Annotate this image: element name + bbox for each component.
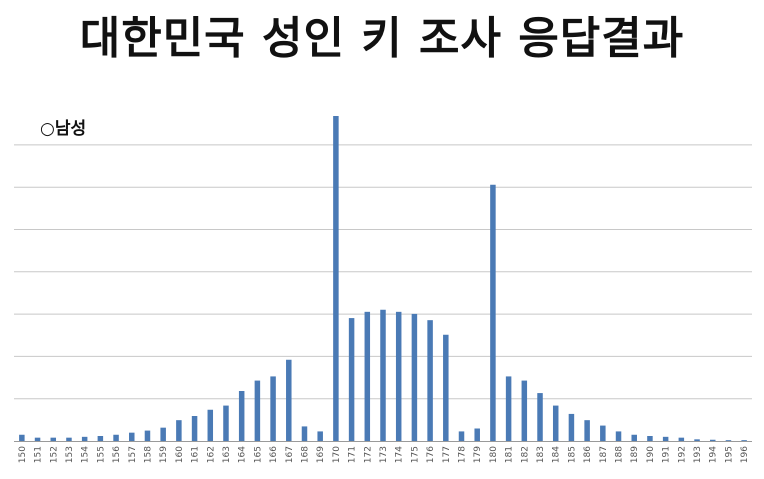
- bar-185: [568, 413, 575, 441]
- bar-152: [50, 437, 57, 441]
- bar-195: [725, 440, 732, 441]
- x-tick-label: 159: [159, 446, 169, 463]
- bar-182: [521, 380, 528, 441]
- bar-179: [474, 428, 480, 441]
- x-tick-label: 184: [552, 446, 562, 463]
- x-tick-label: 178: [458, 446, 468, 463]
- bar-193: [694, 439, 700, 441]
- x-tick-label: 151: [34, 446, 44, 463]
- bar-170: [333, 116, 339, 441]
- bar-165: [254, 380, 261, 441]
- x-tick-label: 195: [724, 446, 734, 463]
- bar-187: [600, 425, 606, 441]
- x-tick-label: 154: [81, 446, 91, 463]
- x-tick-label: 153: [65, 446, 75, 463]
- bar-186: [584, 420, 590, 441]
- bar-167: [286, 359, 292, 441]
- bar-168: [301, 426, 308, 441]
- x-tick-label: 169: [316, 446, 326, 463]
- x-tick-label: 160: [175, 446, 185, 463]
- x-tick-label: 191: [662, 446, 672, 463]
- bar-181: [505, 376, 512, 441]
- x-tick-label: 174: [395, 446, 405, 463]
- bar-171: [348, 318, 355, 441]
- x-tick-label: 168: [300, 446, 310, 463]
- bar-161: [191, 416, 198, 441]
- x-tick-label: 186: [583, 446, 593, 463]
- bar-154: [81, 436, 88, 441]
- bar-153: [66, 437, 72, 441]
- x-tick-label: 183: [536, 446, 546, 463]
- bar-174: [395, 311, 402, 441]
- bar-178: [458, 431, 465, 441]
- x-tick-label: 182: [520, 446, 530, 463]
- x-tick-label: 171: [348, 446, 358, 463]
- x-tick-labels: 150 151 152 153 154 155 156 157 158 159 160 161 162 1…: [18, 446, 750, 463]
- x-tick-label: 161: [191, 446, 201, 463]
- x-tick-label: 155: [96, 446, 106, 463]
- bar-169: [317, 431, 323, 441]
- bars: [19, 116, 747, 441]
- x-tick-label: 157: [128, 446, 138, 463]
- bar-184: [552, 405, 559, 441]
- bar-151: [34, 437, 41, 441]
- x-tick-label: 188: [615, 446, 625, 463]
- bar-180: [490, 184, 496, 441]
- x-tick-label: 167: [285, 446, 295, 463]
- bar-158: [144, 430, 151, 441]
- x-tick-label: 163: [222, 446, 232, 463]
- x-tick-label: 172: [363, 446, 373, 463]
- x-tick-label: 196: [740, 446, 750, 463]
- bar-166: [270, 376, 276, 441]
- bar-176: [427, 320, 433, 441]
- bar-159: [160, 427, 166, 441]
- x-tick-label: 193: [693, 446, 703, 463]
- x-tick-label: 175: [410, 446, 420, 463]
- x-tick-label: 194: [709, 446, 719, 463]
- x-tick-label: 187: [599, 446, 609, 463]
- x-tick-label: 177: [442, 446, 452, 463]
- bar-189: [631, 434, 637, 441]
- bar-160: [176, 420, 182, 441]
- x-tick-label: 181: [505, 446, 515, 463]
- x-tick-label: 158: [143, 446, 153, 463]
- bar-157: [129, 432, 135, 441]
- bar-172: [364, 311, 371, 441]
- x-tick-label: 185: [567, 446, 577, 463]
- bar-156: [113, 434, 119, 441]
- bar-164: [238, 391, 245, 441]
- bar-194: [709, 439, 716, 441]
- bar-191: [662, 436, 669, 441]
- x-tick-label: 152: [49, 446, 59, 463]
- x-tick-label: 192: [677, 446, 687, 463]
- x-tick-label: 170: [332, 446, 342, 463]
- x-tick-label: 173: [379, 446, 389, 463]
- x-tick-label: 190: [646, 446, 656, 463]
- bar-192: [678, 437, 685, 441]
- x-tick-label: 189: [630, 446, 640, 463]
- bar-183: [537, 393, 543, 441]
- x-tick-label: 166: [269, 446, 279, 463]
- bar-175: [411, 313, 418, 441]
- bar-196: [741, 440, 747, 441]
- chart-subtitle: ○남성: [40, 119, 86, 139]
- bar-173: [380, 309, 386, 441]
- bar-190: [647, 436, 653, 441]
- bar-155: [97, 436, 104, 441]
- x-tick-label: 150: [18, 446, 28, 463]
- bar-162: [207, 409, 214, 441]
- x-tick-label: 176: [426, 446, 436, 463]
- bar-163: [223, 405, 229, 441]
- bar-150: [19, 434, 25, 441]
- x-tick-label: 156: [112, 446, 122, 463]
- bar-188: [615, 431, 622, 441]
- x-tick-label: 180: [489, 446, 499, 463]
- x-tick-label: 162: [206, 446, 216, 463]
- x-tick-label: 179: [473, 446, 483, 463]
- x-tick-label: 165: [253, 446, 263, 463]
- chart-title: 대한민국 성인 키 조사 응답결과: [79, 13, 685, 64]
- bar-177: [443, 334, 449, 441]
- x-tick-label: 164: [238, 446, 248, 463]
